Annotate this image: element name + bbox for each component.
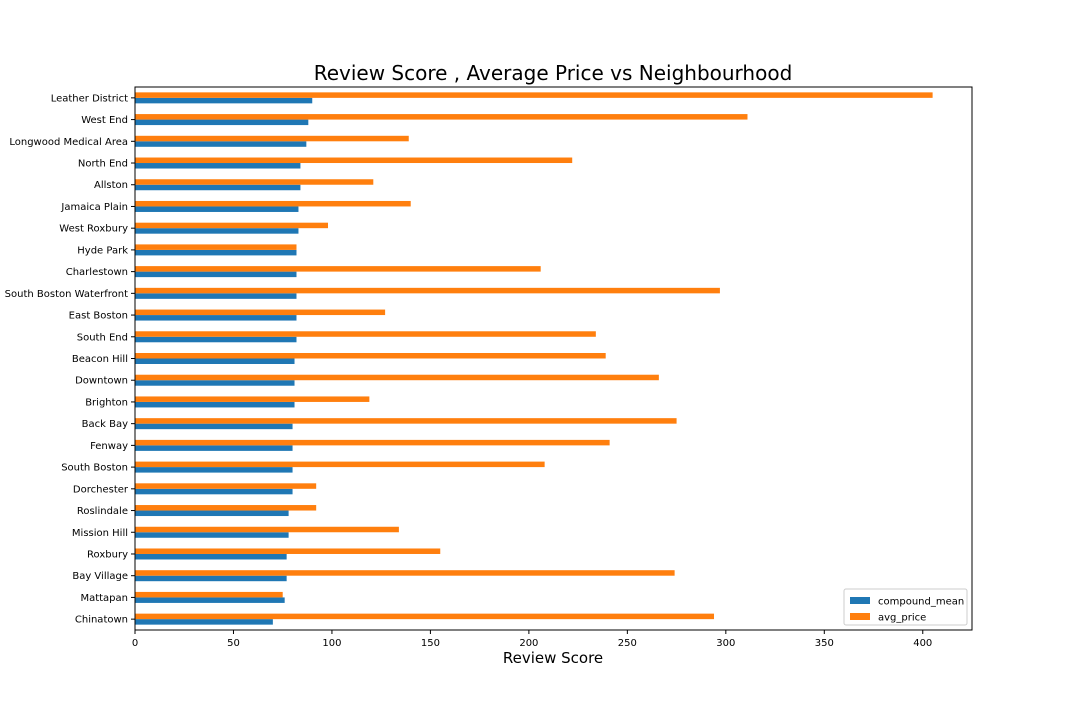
plot-frame [134,86,973,631]
bar-avg_price [135,114,748,120]
bar-compound_mean [135,336,297,343]
x-tick-label: 350 [815,638,834,649]
y-tick-label: East Boston [69,311,128,322]
bar-avg_price [135,135,409,142]
x-tick-label: 150 [421,638,440,649]
y-tick-label: Allston [94,180,128,191]
bar-compound_mean [135,445,293,451]
bar-avg_price [135,353,606,359]
y-tick-label: Chinatown [75,615,128,626]
bar-avg_price [135,309,386,316]
bar-compound_mean [135,380,295,386]
y-tick-label: Brighton [85,397,128,408]
bar-compound_mean [135,423,293,430]
bar-compound_mean [135,271,297,278]
bar-compound_mean [135,358,295,364]
y-tick-label: Mission Hill [72,528,128,539]
bar-avg_price [135,613,715,620]
bar-compound_mean [135,141,307,147]
bar-compound_mean [135,315,297,321]
y-tick-label: South End [77,332,128,343]
bar-compound_mean [135,206,299,212]
bar-avg_price [135,418,677,424]
y-tick-label: South Boston [61,463,128,474]
bar-avg_price [135,483,317,489]
y-tick-label: Hyde Park [77,245,128,256]
bar-compound_mean [135,488,293,495]
bar-avg_price [135,461,545,468]
bar-avg_price [135,505,317,511]
bar-avg_price [135,591,283,598]
bar-compound_mean [135,401,295,408]
bar-avg_price [135,374,659,381]
x-axis-label: Review Score [503,649,603,667]
y-tick-label: Charlestown [66,267,128,278]
x-tick-label: 0 [132,638,138,649]
bar-compound_mean [135,163,301,169]
bar-avg_price [135,200,411,207]
x-tick-label: 50 [227,638,240,649]
chart-title: Review Score , Average Price vs Neighbou… [314,61,793,85]
bar-compound_mean [135,553,287,560]
y-tick-label: Dorchester [73,484,129,495]
bar-avg_price [135,222,329,229]
bar-compound_mean [135,97,313,104]
bar-avg_price [135,157,573,164]
y-tick-label: West End [81,115,128,126]
bar-compound_mean [135,119,309,126]
bar-compound_mean [135,575,287,582]
bar-avg_price [135,396,370,402]
y-tick-label: Roxbury [87,549,128,560]
y-tick-label: Bay Village [72,571,128,582]
bar-avg_price [135,331,596,337]
y-tick-label: Beacon Hill [72,354,128,365]
y-tick-label: Downtown [75,376,128,387]
legend-label: avg_price [878,613,926,624]
bar-compound_mean [135,532,289,538]
bar-compound_mean [135,293,297,299]
x-tick-label: 100 [322,638,341,649]
y-tick-label: Jamaica Plain [60,202,128,213]
bar-compound_mean [135,597,285,603]
bar-avg_price [135,526,399,533]
bar-avg_price [135,287,720,294]
bar-avg_price [135,266,541,272]
y-tick-label: Mattapan [80,593,128,604]
x-tick-label: 250 [618,638,637,649]
bar-compound_mean [135,184,301,191]
y-tick-label: Longwood Medical Area [9,137,128,148]
bar-avg_price [135,179,374,185]
y-tick-label: Roslindale [77,506,128,517]
legend-swatch-avg_price [850,613,870,620]
y-axis: Leather District West End Longwood Medical… [5,93,135,626]
bar-avg_price [135,244,297,250]
y-tick-label: North End [78,159,128,170]
y-tick-label: West Roxbury [59,224,128,235]
bar-compound_mean [135,228,299,234]
legend-frame [843,588,968,626]
y-tick-label: Leather District [51,93,128,104]
y-tick-label: South Boston Waterfront [5,289,128,300]
bar-avg_price [135,439,610,446]
y-tick-label: Fenway [90,441,128,452]
bar-avg_price [135,92,933,98]
bar-compound_mean [135,510,289,517]
x-tick-label: 300 [716,638,735,649]
x-axis: 0 50 100 150 200 250 300 350 400 [132,630,932,649]
bar-avg_price [135,548,441,554]
bar-avg_price [135,570,675,576]
legend-label: compound_mean [878,597,964,608]
bar-compound_mean [135,249,297,256]
bar-compound_mean [135,467,293,473]
bars-layer [135,92,933,625]
x-tick-label: 200 [519,638,538,649]
bar-compound_mean [135,619,273,625]
legend: compound_mean avg_price [843,588,968,626]
y-tick-label: Back Bay [82,419,128,430]
x-tick-label: 400 [913,638,932,649]
legend-swatch-compound_mean [850,597,870,604]
